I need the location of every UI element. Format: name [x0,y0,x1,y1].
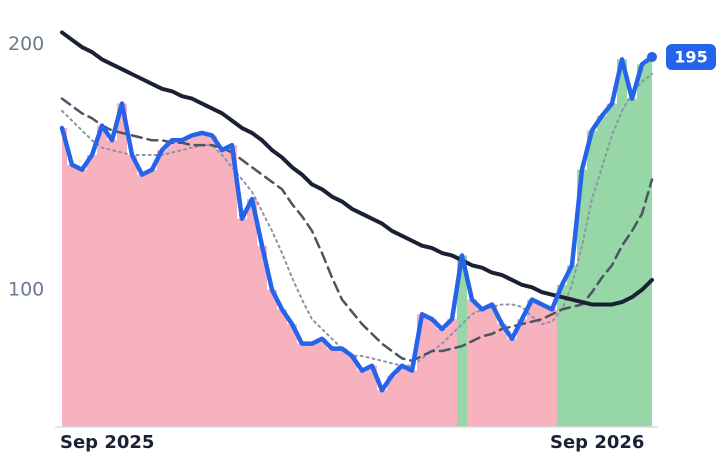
area-band [257,245,267,427]
last-point [647,51,657,62]
area-band [617,59,627,427]
area-band [647,56,652,428]
area-band [287,324,297,427]
area-band [367,365,377,427]
area-band [497,324,507,427]
x-tick-label: Sep 2025 [60,432,154,453]
area-band [527,299,537,427]
area-band [77,169,87,427]
area-band [547,309,557,427]
y-tick-label: 100 [8,278,44,300]
area-band [277,309,287,427]
series-line [60,30,654,307]
area-band [67,164,77,428]
area-band [317,338,327,427]
area-band [477,309,487,427]
y-tick-label: 200 [8,33,44,55]
area-band [457,255,467,427]
area-band [437,328,447,427]
area-band [167,140,177,427]
area-band [297,343,307,427]
area-band [537,304,547,427]
area-band [147,169,157,427]
area-band [397,365,407,427]
area-band [567,265,577,427]
area-band [557,284,567,427]
area-band [187,135,197,428]
area-band [227,145,237,427]
area-band [127,154,137,427]
area-band [417,314,427,427]
area-band [267,289,277,427]
area-band [87,154,97,427]
area-band [217,150,227,427]
area-band [327,348,337,427]
area-band [637,64,647,427]
area-band [627,98,637,428]
area-band [337,348,347,427]
area-band [517,319,527,427]
area-band [597,115,607,427]
area-band [107,140,117,427]
area-band [307,343,317,427]
area-band [487,304,497,427]
area-band [587,130,597,427]
area-band [357,370,367,427]
area-band [577,169,587,427]
area-band [407,370,417,427]
area-band [467,299,477,427]
area-band [157,150,167,427]
area-band [97,125,107,428]
area-band [507,338,517,427]
area-band [237,218,247,427]
last-price-label: 195 [674,47,707,66]
area-band [207,135,217,428]
area-band [62,128,67,427]
area-band [177,140,187,427]
area-band [387,375,397,427]
series-line [60,97,654,363]
x-tick-label: Sep 2026 [550,432,644,453]
area-band [247,199,257,427]
area-band [427,319,437,427]
area-band [117,103,127,427]
area-band [447,319,457,427]
area-band [197,132,207,428]
last-price-badge [666,43,716,70]
area-band [347,355,357,427]
area-band [137,174,147,427]
area-band [377,390,387,427]
series-line [59,54,655,393]
